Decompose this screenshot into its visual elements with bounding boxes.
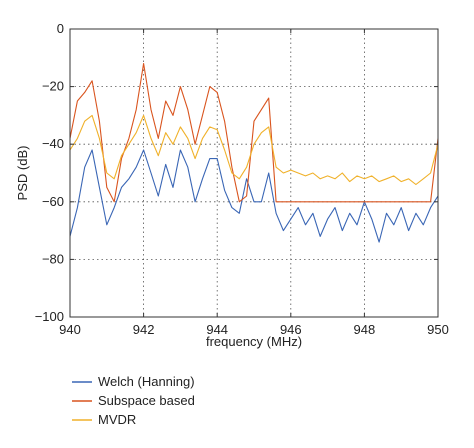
y-tick-label: −40 [42, 136, 64, 151]
y-tick-label: 0 [57, 21, 64, 36]
x-tick-label: 950 [427, 322, 449, 337]
y-tick-label: −20 [42, 79, 64, 94]
y-axis-ticks: 0 −20 −40 −60 −80 −100 [35, 21, 438, 324]
plot-border [69, 28, 439, 318]
legend-label-3: MVDR [98, 412, 136, 427]
x-tick-label: 944 [206, 322, 228, 337]
series-line-1 [69, 149, 439, 243]
plot-area [69, 28, 439, 318]
y-axis-label: PSD (dB) [15, 146, 30, 201]
legend-label-2: Subspace based [98, 393, 195, 408]
y-tick-label: −80 [42, 251, 64, 266]
legend-label-1: Welch (Hanning) [98, 374, 195, 389]
y-tick-label: −60 [42, 194, 64, 209]
y-tick-label: −100 [35, 309, 64, 324]
x-axis-ticks: 940 942 944 946 948 950 [59, 29, 449, 337]
plot-frame [69, 28, 439, 318]
series-group [69, 63, 439, 243]
x-tick-label: 948 [354, 322, 376, 337]
legend: Welch (Hanning) Subspace based MVDR [72, 374, 195, 427]
x-tick-label: 946 [280, 322, 302, 337]
x-axis-label: frequency (MHz) [206, 334, 302, 349]
x-tick-label: 940 [59, 322, 81, 337]
series-line-3 [69, 114, 439, 186]
series-line-2 [69, 63, 439, 203]
x-tick-label: 942 [133, 322, 155, 337]
